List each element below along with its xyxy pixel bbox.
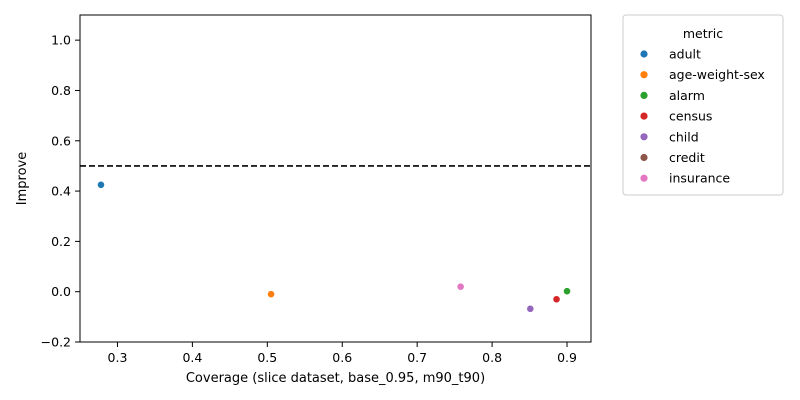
data-point-census: [552, 295, 561, 304]
data-point-insurance: [456, 282, 465, 291]
x-axis-label: Coverage (slice dataset, base_0.95, m90_…: [186, 371, 485, 386]
legend-label-age-weight-sex: age-weight-sex: [669, 67, 765, 82]
legend-label-credit: credit: [669, 150, 705, 165]
x-axis: 0.3 0.4 0.5 0.6 0.7 0.8 0.9: [108, 342, 577, 365]
legend: metric adult age-weight-sex alarm census chi…: [622, 14, 784, 196]
plot-background: [80, 15, 591, 342]
x-tick-label: 0.5: [257, 350, 277, 365]
legend-marker-adult: [640, 50, 648, 58]
data-point-adult: [97, 180, 105, 189]
legend-frame: [622, 14, 784, 196]
y-tick-label: 0.8: [51, 83, 71, 98]
data-points: [97, 180, 571, 313]
legend-title: metric: [683, 26, 723, 41]
data-point-age-weight-sex: [267, 290, 275, 299]
legend-marker-child: [640, 133, 648, 141]
legend-label-census: census: [669, 109, 712, 124]
legend-label-insurance: insurance: [669, 171, 730, 186]
x-tick-label: 0.4: [182, 350, 202, 365]
y-tick-label: 0.0: [51, 284, 71, 299]
legend-marker-insurance: [640, 174, 648, 182]
legend-items: adult age-weight-sex alarm census child credi…: [640, 47, 765, 186]
x-tick-label: 0.8: [482, 350, 502, 365]
y-tick-label: 0.4: [51, 184, 71, 199]
legend-marker-age-weight-sex: [640, 71, 648, 79]
plot-frame: [79, 14, 592, 343]
legend-label-child: child: [669, 129, 699, 144]
plot-area: [79, 14, 592, 343]
y-tick-label: −0.2: [41, 335, 71, 350]
y-axis: −0.2 0.0 0.2 0.4 0.6 0.8 1.0: [41, 33, 80, 350]
legend-label-adult: adult: [669, 47, 701, 62]
legend-label-alarm: alarm: [669, 88, 705, 103]
legend-marker-census: [640, 112, 648, 120]
data-point-child: [526, 304, 535, 313]
data-point-alarm: [563, 287, 571, 296]
x-tick-label: 0.9: [557, 350, 577, 365]
x-tick-label: 0.3: [108, 350, 128, 365]
legend-marker-credit: [640, 153, 648, 162]
y-tick-label: 0.6: [51, 133, 71, 148]
y-tick-label: 0.2: [51, 234, 71, 249]
x-tick-label: 0.6: [332, 350, 352, 365]
y-tick-label: 1.0: [51, 33, 71, 48]
x-tick-label: 0.7: [407, 350, 427, 365]
y-axis-label: Improve: [15, 152, 30, 205]
legend-marker-alarm: [640, 91, 648, 99]
